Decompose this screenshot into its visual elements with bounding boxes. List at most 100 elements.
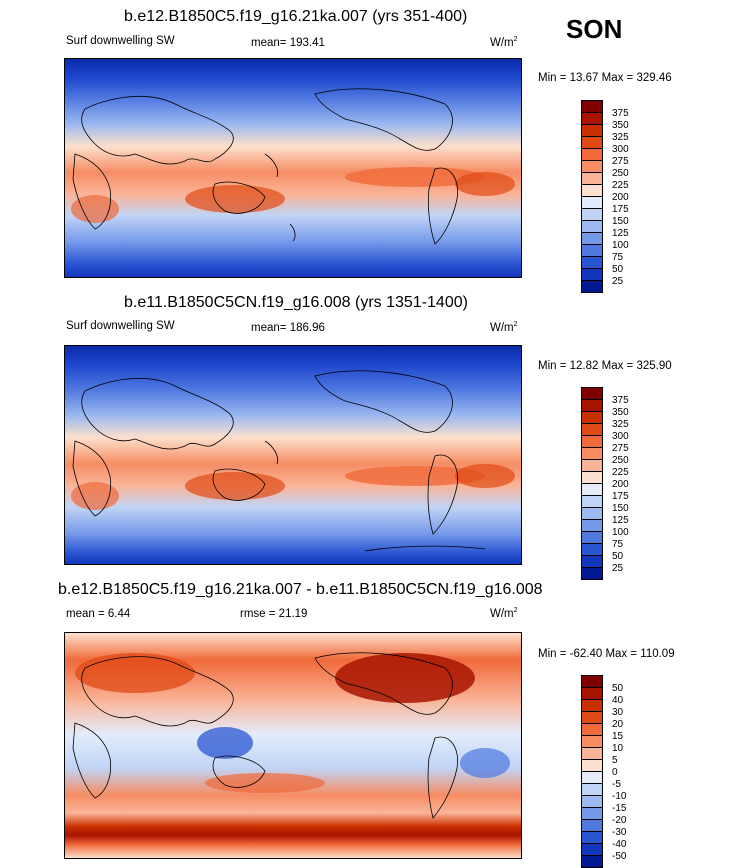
panel2-tick: 375 xyxy=(612,395,629,406)
panel2-atlantic-high xyxy=(455,464,515,488)
panel1-tick: 250 xyxy=(612,168,629,179)
panel1-map-svg xyxy=(65,59,521,277)
panel3-rmse-value: 21.19 xyxy=(278,608,308,620)
panel2-units-exp: 2 xyxy=(513,321,518,328)
panel3-maritime-low xyxy=(197,727,253,759)
panel1-tick: 200 xyxy=(612,192,629,203)
panel2-tick: 225 xyxy=(612,467,629,478)
panel2-units: W/m2 xyxy=(490,321,518,334)
panel1-tick: 175 xyxy=(612,204,629,215)
panel3-colorbar-ticks: 50 40 30 20 15 10 5 0 -5 -10 -15 -20 -30… xyxy=(612,683,626,863)
panel2-tick: 50 xyxy=(612,551,624,562)
panel3-map xyxy=(64,632,522,859)
panel3-mean-value: 6.44 xyxy=(107,608,131,620)
panel1-variable: Surf downwelling SW xyxy=(66,35,175,47)
panel3-units-base: W/m xyxy=(490,607,514,620)
panel2-mean-value: 186.96 xyxy=(289,322,325,334)
panel2-tick: 175 xyxy=(612,491,629,502)
panel2-mean: mean= 186.96 xyxy=(251,322,325,334)
panel2-minmax: Min = 12.82 Max = 325.90 xyxy=(538,360,672,372)
panel1-tick: 375 xyxy=(612,108,629,119)
panel1-tick: 100 xyxy=(612,240,629,251)
panel2-colorbar-ticks: 375 350 325 300 275 250 225 200 175 150 … xyxy=(612,395,629,575)
panel3-tick: 15 xyxy=(612,731,624,742)
panel2-australia-high xyxy=(185,472,285,500)
panel1-map xyxy=(64,58,522,278)
panel3-tick: -5 xyxy=(612,779,621,790)
panel1-tick: 350 xyxy=(612,120,629,131)
panel1-coastlines xyxy=(72,88,458,245)
panel1-colorbar-ticks: 375 350 325 300 275 250 225 200 175 150 … xyxy=(612,108,629,288)
panel3-tick: 10 xyxy=(612,743,624,754)
panel1-tick: 75 xyxy=(612,252,624,263)
panel3-tick: 30 xyxy=(612,707,624,718)
panel2-tick: 275 xyxy=(612,443,629,454)
panel2-map xyxy=(64,345,522,565)
panel2-tick: 325 xyxy=(612,419,629,430)
panel3-rmse-label: rmse = xyxy=(240,608,276,620)
panel3-south-band xyxy=(205,773,325,793)
panel1-field xyxy=(65,59,521,277)
panel3-mean-label: mean = xyxy=(66,608,105,620)
panel2-colorbar-cell xyxy=(581,567,603,580)
panel2-field xyxy=(65,346,521,564)
panel1-units-exp: 2 xyxy=(513,36,518,43)
panel2-coastlines xyxy=(72,370,486,552)
panel2-tick: 150 xyxy=(612,503,629,514)
panel2-units-base: W/m xyxy=(490,321,514,334)
panel2-tick: 125 xyxy=(612,515,629,526)
panel3-units: W/m2 xyxy=(490,607,518,620)
panel3-tick: 20 xyxy=(612,719,624,730)
panel1-tick: 325 xyxy=(612,132,629,143)
panel2-title: b.e11.B1850C5CN.f19_g16.008 (yrs 1351-14… xyxy=(124,294,468,311)
panel1-tick: 50 xyxy=(612,264,624,275)
panel2-tick: 300 xyxy=(612,431,629,442)
panel2-tick: 200 xyxy=(612,479,629,490)
panel1-units-base: W/m xyxy=(490,36,514,49)
panel1-mean-label: mean= xyxy=(251,37,287,49)
panel3-tick: -10 xyxy=(612,791,627,802)
season-label: SON xyxy=(566,14,623,44)
panel3-tick: -15 xyxy=(612,803,627,814)
panel1-atlantic-high xyxy=(455,172,515,196)
panel3-units-exp: 2 xyxy=(513,607,518,614)
panel3-tick: 40 xyxy=(612,695,624,706)
panel3-tick: 5 xyxy=(612,755,618,766)
panel3-tick: -40 xyxy=(612,839,627,850)
panel1-tick: 25 xyxy=(612,276,624,287)
panel3-title: b.e12.B1850C5.f19_g16.21ka.007 - b.e11.B… xyxy=(58,581,543,598)
panel2-variable: Surf downwelling SW xyxy=(66,320,175,332)
panel3-eurasia-high xyxy=(75,653,195,693)
panel3-tick: 0 xyxy=(612,767,618,778)
panel2-tick: 350 xyxy=(612,407,629,418)
panel2-tick: 100 xyxy=(612,527,629,538)
panel1-tick: 225 xyxy=(612,180,629,191)
panel3-rmse: rmse = 21.19 xyxy=(240,608,307,620)
panel3-map-svg xyxy=(65,633,521,858)
panel1-title: b.e12.B1850C5.f19_g16.21ka.007 (yrs 351-… xyxy=(124,8,468,25)
panel1-mean-value: 193.41 xyxy=(289,37,325,49)
panel2-pacific-band xyxy=(345,466,485,486)
panel1-units: W/m2 xyxy=(490,36,518,49)
panel1-tick: 275 xyxy=(612,156,629,167)
panel3-tick: -30 xyxy=(612,827,627,838)
panel1-tick: 300 xyxy=(612,144,629,155)
panel3-mean: mean = 6.44 xyxy=(66,608,130,620)
panel1-mean: mean= 193.41 xyxy=(251,37,325,49)
panel2-tick: 25 xyxy=(612,563,624,574)
panel3-coastlines xyxy=(72,652,458,819)
panel3-colorbar-cell xyxy=(581,855,603,868)
panel3-colorbar xyxy=(581,675,603,868)
panel2-map-svg xyxy=(65,346,521,564)
panel1-tick: 150 xyxy=(612,216,629,227)
panel1-colorbar xyxy=(581,100,603,293)
panel3-tick: 50 xyxy=(612,683,624,694)
panel1-tick: 125 xyxy=(612,228,629,239)
panel1-minmax: Min = 13.67 Max = 329.46 xyxy=(538,72,672,84)
panel3-samerica-low xyxy=(460,748,510,778)
panel3-minmax: Min = -62.40 Max = 110.09 xyxy=(538,648,675,660)
panel3-tick: -50 xyxy=(612,851,627,862)
panel1-australia-high xyxy=(185,185,285,213)
panel2-tick: 250 xyxy=(612,455,629,466)
panel2-tick: 75 xyxy=(612,539,624,550)
